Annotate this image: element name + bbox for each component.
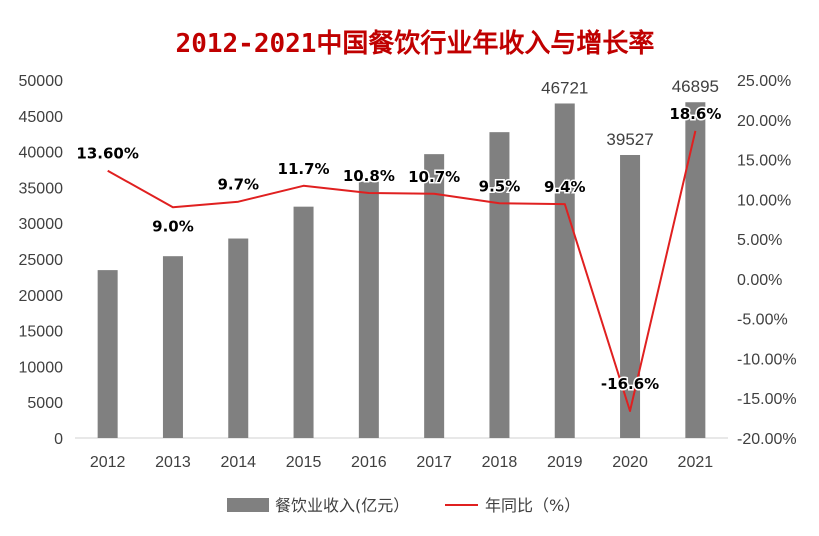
x-tick-label: 2019	[547, 454, 583, 471]
y-left-tick-label: 50000	[19, 73, 64, 90]
x-tick-label: 2021	[678, 454, 714, 471]
line-value-label: 10.7%	[408, 168, 460, 186]
bar-value-label: 39527	[606, 130, 653, 149]
growth-line	[107, 130, 697, 412]
bar-2015	[293, 206, 314, 438]
bar-2020	[620, 154, 641, 438]
bar-value-label: 46721	[541, 78, 588, 97]
bar-2012	[97, 270, 118, 438]
bar-2017	[424, 154, 445, 438]
line-value-label: 9.5%	[479, 177, 521, 195]
x-tick-label: 2012	[90, 454, 126, 471]
x-tick-label: 2016	[351, 454, 387, 471]
y-left-tick-label: 30000	[19, 216, 64, 233]
axes: 0 5000 10000 15000 20000 25000 30000 35000 40000…	[19, 73, 797, 471]
line-series	[107, 130, 697, 412]
line-value-label: -16.6%	[601, 375, 659, 393]
y-left-tick-label: 10000	[19, 359, 64, 376]
legend-label-line: 年同比（%）	[485, 496, 580, 515]
legend: 餐饮业收入(亿元） 年同比（%）	[227, 496, 580, 515]
x-tick-label: 2020	[612, 454, 648, 471]
y-left-tick-label: 40000	[19, 145, 64, 162]
line-value-label: 9.4%	[544, 178, 586, 196]
y-right-tick-label: 20.00%	[737, 113, 791, 130]
x-tick-label: 2015	[286, 454, 322, 471]
bar-2014	[228, 238, 249, 438]
bar-value-label: 46895	[672, 77, 719, 96]
line-value-label: 18.6%	[669, 105, 721, 123]
x-tick-label: 2018	[482, 454, 518, 471]
y-left-tick-label: 20000	[19, 288, 64, 305]
y-right-tick-label: 10.00%	[737, 192, 791, 209]
y-left-tick-label: 5000	[27, 395, 63, 412]
x-tick-label: 2014	[220, 454, 256, 471]
bar-2016	[358, 181, 379, 439]
line-value-label: 10.8%	[343, 167, 395, 185]
y-right-tick-label: 25.00%	[737, 73, 791, 90]
legend-swatch-bars	[227, 498, 269, 512]
y-left-tick-label: 15000	[19, 324, 64, 341]
chart-title: 2012-2021中国餐饮行业年收入与增长率	[176, 28, 655, 59]
y-right-tick-label: 0.00%	[737, 272, 782, 289]
line-value-label: 9.0%	[152, 217, 194, 235]
y-left-tick-label: 35000	[19, 180, 64, 197]
y-right-tick-label: -5.00%	[737, 312, 788, 329]
bar-2013	[162, 256, 183, 438]
y-right-tick-label: 15.00%	[737, 153, 791, 170]
y-right-tick-label: 5.00%	[737, 232, 782, 249]
line-value-label: 13.60%	[76, 145, 138, 163]
bar-2019	[554, 103, 575, 439]
y-right-tick-label: -15.00%	[737, 391, 797, 408]
y-right-tick-label: -10.00%	[737, 351, 797, 368]
y-left-tick-label: 25000	[19, 252, 64, 269]
x-tick-label: 2017	[416, 454, 452, 471]
legend-label-bars: 餐饮业收入(亿元）	[275, 496, 409, 515]
y-left-tick-label: 0	[54, 431, 63, 448]
line-value-label: 9.7%	[217, 176, 259, 194]
line-value-label: 11.7%	[278, 160, 330, 178]
x-tick-label: 2013	[155, 454, 191, 471]
y-right-tick-label: -20.00%	[737, 431, 797, 448]
data-labels: 46721 39527 46895 13.60% 9.0% 9.7% 11.7% 10.8% 1…	[75, 77, 723, 394]
bar-2018	[489, 132, 510, 438]
y-left-tick-label: 45000	[19, 109, 64, 126]
bar-2021	[685, 102, 706, 438]
bar-series	[97, 102, 706, 439]
